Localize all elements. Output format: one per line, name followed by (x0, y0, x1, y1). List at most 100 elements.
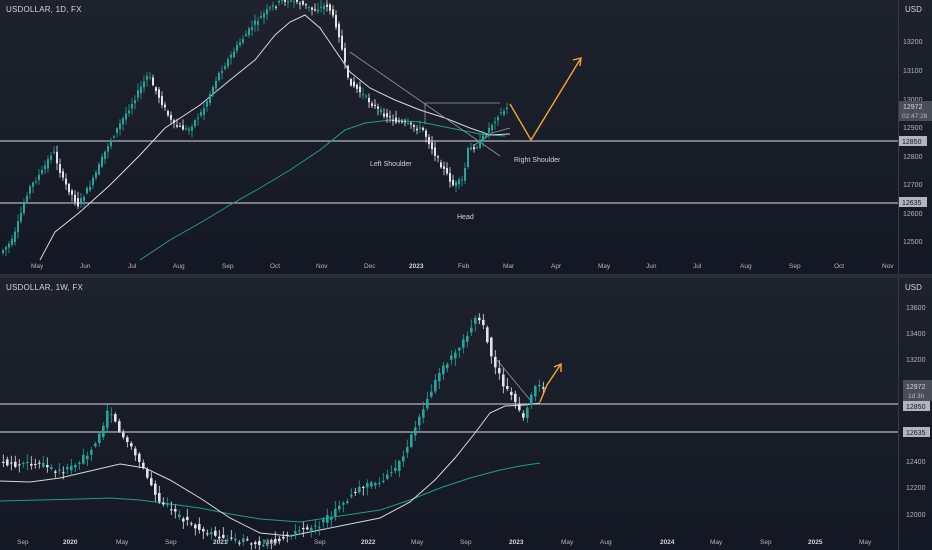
candle-body (542, 387, 545, 389)
candle-body (498, 368, 501, 374)
y-tick: 12000 (906, 512, 926, 519)
candle-body (474, 317, 477, 324)
candle-body (318, 527, 321, 529)
candle-body (326, 515, 329, 523)
candle-body (284, 0, 286, 2)
candle-body (29, 186, 31, 194)
candle-body (251, 27, 253, 30)
x-tick: Jul (693, 263, 702, 270)
candle-body (538, 384, 541, 387)
x-tick: 2023 (509, 539, 524, 546)
candle-body (62, 171, 64, 178)
candle-body (95, 172, 97, 178)
chart-title[interactable]: USDOLLAR, 1D, FX (6, 5, 82, 14)
candle-body (486, 327, 489, 343)
candle-body (86, 187, 88, 194)
weekly-chart-panel[interactable]: USDOLLAR, 1W, FX USD 13600 13400 13200 1… (0, 278, 932, 550)
candle-body (272, 5, 274, 7)
weekly-chart-plot[interactable]: 13600 13400 13200 12400 12200 12000 1297… (0, 278, 932, 550)
right-shoulder-label[interactable]: Right Shoulder (514, 157, 561, 164)
low-price-tag[interactable] (899, 197, 927, 207)
weekly-candles (2, 313, 545, 550)
last-price-tag[interactable] (899, 101, 932, 121)
candle-body (194, 120, 196, 127)
candle-body (70, 465, 73, 471)
x-tick: May (710, 539, 723, 546)
candle-body (146, 469, 149, 478)
candle-body (482, 319, 485, 325)
x-tick: Sep (17, 539, 29, 546)
candle-body (491, 124, 493, 130)
currency-label[interactable]: USD (905, 283, 922, 292)
support-price-tag[interactable] (899, 136, 927, 146)
moving-average-long (139, 119, 506, 261)
moving-average-short (39, 14, 511, 261)
currency-label[interactable]: USD (905, 5, 922, 14)
x-tick: May (264, 539, 277, 546)
y-tick: 13600 (906, 305, 926, 312)
candle-body (354, 492, 357, 494)
x-tick: Oct (834, 263, 844, 270)
left-shoulder-label[interactable]: Left Shoulder (370, 161, 412, 168)
candle-body (119, 123, 121, 129)
chart-title[interactable]: USDOLLAR, 1W, FX (6, 283, 83, 292)
panel-divider[interactable] (0, 274, 932, 278)
last-price-tag[interactable] (903, 380, 932, 401)
y-tick: 12600 (903, 211, 923, 218)
low-price-value: 12635 (906, 430, 926, 437)
candle-body (158, 89, 160, 98)
candle-body (242, 538, 245, 543)
candle-body (335, 15, 337, 28)
candle-body (59, 164, 61, 173)
candle-body (450, 355, 453, 360)
candle-body (23, 203, 25, 213)
candle-body (194, 524, 197, 529)
candle-body (490, 337, 493, 357)
candle-body (414, 427, 417, 436)
candle-body (130, 443, 133, 447)
projection-arrowhead (572, 57, 582, 67)
head-label[interactable]: Head (457, 214, 474, 221)
price-axis-border (898, 0, 899, 274)
candle-body (314, 9, 316, 11)
candle-body (14, 461, 17, 467)
candle-body (210, 532, 213, 535)
candle-body (443, 166, 445, 169)
candle-body (236, 44, 238, 51)
candle-body (314, 525, 317, 527)
candle-body (497, 117, 499, 121)
candle-body (86, 455, 89, 460)
candle-body (41, 169, 43, 174)
x-tick: Sep (460, 539, 472, 546)
candle-body (101, 156, 103, 167)
candle-body (53, 151, 55, 153)
candle-body (92, 177, 94, 185)
candle-body (311, 7, 313, 10)
candle-body (248, 28, 250, 35)
projection-path (509, 57, 582, 142)
candle-body (198, 524, 201, 530)
projection-arrowhead (553, 362, 562, 372)
support-price-tag[interactable] (903, 401, 930, 411)
candle-body (506, 107, 508, 110)
candle-body (104, 151, 106, 159)
candle-body (161, 96, 163, 106)
candle-body (222, 534, 225, 538)
x-tick: 2021 (213, 539, 228, 546)
candle-body (162, 502, 165, 505)
candle-body (20, 213, 22, 222)
daily-chart-panel[interactable]: USDOLLAR, 1D, FX USD Left Shoulder Head … (0, 0, 932, 274)
candle-body (74, 194, 76, 202)
candle-body (266, 542, 269, 546)
candle-body (478, 317, 481, 321)
last-price-value: 12972 (903, 104, 923, 111)
candle-body (398, 120, 400, 122)
x-tick: Aug (600, 539, 612, 546)
candle-body (11, 238, 13, 245)
candle-body (308, 6, 310, 8)
low-price-tag[interactable] (903, 427, 930, 437)
candle-body (134, 448, 137, 456)
candle-body (178, 514, 181, 518)
candle-body (167, 110, 169, 116)
daily-chart-plot[interactable]: Left Shoulder Head Right Shoulder 13200 … (0, 0, 932, 274)
